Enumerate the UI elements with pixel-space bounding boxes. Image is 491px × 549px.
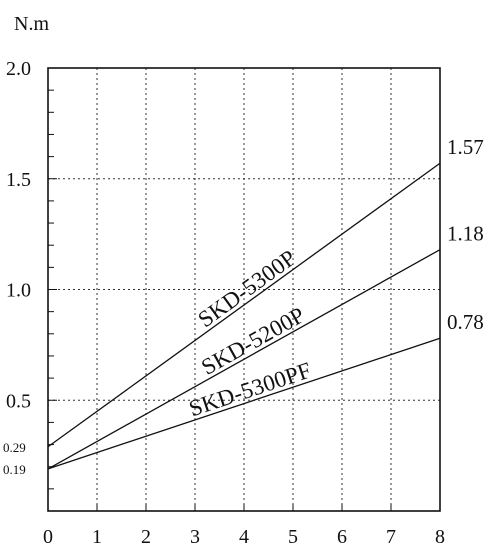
series-line-2	[47, 249, 441, 470]
x-tick-label: 2	[141, 526, 151, 548]
end-value-label: 1.18	[447, 222, 484, 246]
x-tick-label: 7	[386, 526, 396, 548]
end-value-label: 1.57	[447, 135, 484, 159]
end-value-label: 0.78	[447, 310, 484, 334]
y-tick-labels: 0.5 1.0 1.5 2.0	[6, 58, 31, 412]
y-tick-label: 1.5	[6, 169, 31, 191]
end-value-labels: 1.57 1.18 0.78	[447, 135, 484, 334]
x-tick-label: 1	[92, 526, 102, 548]
x-tick-label: 3	[190, 526, 200, 548]
y-tick-label: 2.0	[6, 58, 31, 80]
y-axis-unit-label: N.m	[14, 13, 49, 35]
x-tick-labels: 0 1 2 3 4 5 6 7 8	[43, 526, 445, 548]
y-intercept-labels: 0.29 0.19	[3, 440, 26, 477]
minor-ticks	[47, 67, 441, 512]
series-line-3	[47, 337, 441, 470]
y-tick-label: 1.0	[6, 280, 31, 302]
series-lines	[47, 162, 441, 470]
x-tick-label: 4	[239, 526, 249, 548]
x-tick-label: 0	[43, 526, 53, 548]
grid-lines	[48, 68, 440, 511]
y-tick-label: 0.5	[6, 390, 31, 412]
y-intercept-label: 0.29	[3, 440, 26, 455]
x-tick-label: 6	[337, 526, 347, 548]
series-line-1	[47, 162, 441, 448]
y-intercept-label: 0.19	[3, 462, 26, 477]
x-tick-label: 5	[288, 526, 298, 548]
x-tick-label: 8	[435, 526, 445, 548]
